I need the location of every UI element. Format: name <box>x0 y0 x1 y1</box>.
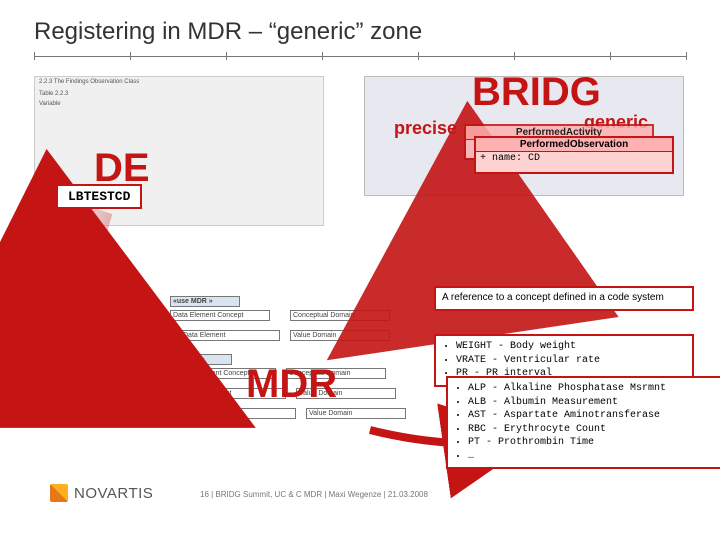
divider <box>34 56 686 57</box>
top-diagram: 2.2.3 The Findings Observation Class Tab… <box>34 76 686 246</box>
reference-note: A reference to a concept defined in a co… <box>434 286 694 311</box>
de-fake-text: Table 2.2.3 <box>39 91 68 99</box>
mdr-box: Value Domain <box>290 330 390 341</box>
rule-tick <box>34 52 35 60</box>
code-item: PT - Prothrombin Time <box>468 436 718 450</box>
rule-tick <box>610 52 611 60</box>
code-list-2: ALP - Alkaline Phosphatase MsrmntALB - A… <box>446 376 720 469</box>
bridg-label: BRIDG <box>472 70 601 115</box>
code-item: … <box>468 450 718 464</box>
code-item: VRATE - Ventricular rate <box>456 354 686 368</box>
uml-body: + name: CD <box>476 152 672 165</box>
footer-text: 16 | BRIDG Summit, UC & C MDR | Maxi Weg… <box>200 490 428 499</box>
mdr-box: Value Domain <box>306 408 406 419</box>
rule-tick <box>686 52 687 60</box>
logo: NOVARTIS <box>50 484 153 502</box>
novartis-icon <box>50 484 68 502</box>
mdr-box: «use MDR » <box>170 296 240 307</box>
de-fake-text: 2.2.3 The Findings Observation Class <box>39 79 139 87</box>
uml-performed-observation: PerformedObservation + name: CD <box>474 136 674 174</box>
code-item: RBC - Erythrocyte Count <box>468 423 718 437</box>
rule-tick <box>514 52 515 60</box>
page-title: Registering in MDR – “generic” zone <box>34 18 720 46</box>
rule-tick <box>130 52 131 60</box>
mdr-label: MDR <box>246 362 337 407</box>
mdr-box: «use MDR » <box>162 354 232 365</box>
de-fake-text: Variable <box>39 101 61 109</box>
rule-tick <box>226 52 227 60</box>
code-item: AST - Aspartate Aminotransferase <box>468 409 718 423</box>
code-item: WEIGHT - Body weight <box>456 340 686 354</box>
code-item: ALP - Alkaline Phosphatase Msrmnt <box>468 382 718 396</box>
mdr-box: Data Element <box>180 330 280 341</box>
uml-header: PerformedObservation <box>476 138 672 152</box>
mdr-box: Data Element <box>196 408 296 419</box>
code-item: ALB - Albumin Measurement <box>468 396 718 410</box>
rule-tick <box>322 52 323 60</box>
rule-tick <box>418 52 419 60</box>
precise-label: precise <box>394 118 457 139</box>
mdr-box: Conceptual Domain <box>290 310 390 321</box>
lbtestcd-box: LBTESTCD <box>56 184 142 209</box>
mdr-box: Data Element Concept <box>170 310 270 321</box>
logo-text: NOVARTIS <box>74 485 153 502</box>
